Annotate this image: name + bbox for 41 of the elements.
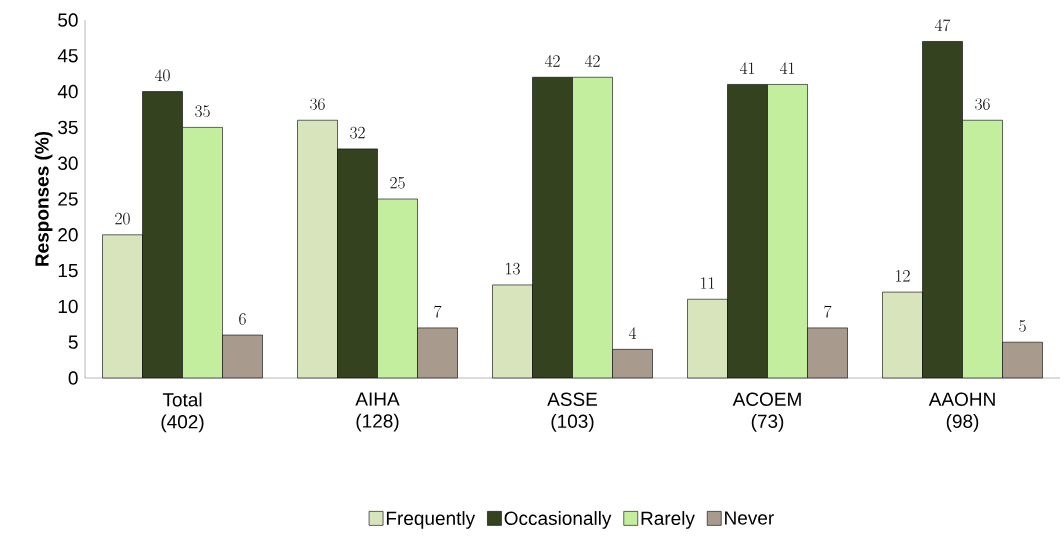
- data-label: 12: [896, 270, 910, 282]
- data-label: 4: [628, 327, 637, 339]
- y-tick-label: 30: [58, 156, 78, 170]
- data-label: 41: [779, 62, 795, 74]
- y-tick-label: 15: [58, 263, 78, 278]
- y-tick-label: 20: [58, 228, 78, 242]
- y-tick-label: 10: [58, 299, 78, 314]
- x-tick-label: ACOEM (73): [732, 392, 801, 432]
- data-label: 35: [195, 105, 210, 118]
- data-label: 25: [390, 176, 405, 189]
- y-tick-label: 45: [57, 49, 78, 63]
- data-label: 13: [506, 262, 520, 275]
- x-tick-label: AIHA (128): [355, 392, 400, 432]
- legend-label: Frequently: [386, 511, 476, 529]
- data-label: 41: [739, 62, 755, 74]
- data-label: 5: [1019, 320, 1026, 332]
- x-tick-label: ASSE (103): [547, 392, 598, 432]
- legend-label: Rarely: [641, 511, 695, 529]
- data-label: 42: [544, 55, 560, 67]
- y-tick-label: 5: [68, 335, 78, 349]
- data-label: 11: [701, 277, 715, 289]
- legend-label: Never: [725, 511, 774, 525]
- y-tick-label: 40: [57, 84, 78, 99]
- data-label: 40: [154, 69, 170, 82]
- y-tick-label: 0: [68, 371, 78, 385]
- data-label: 42: [584, 55, 600, 67]
- x-tick-label: Total (402): [161, 392, 204, 433]
- legend-label: Occasionally: [504, 511, 612, 529]
- data-label: 47: [934, 19, 951, 32]
- data-label: 7: [824, 305, 832, 318]
- y-tick-label: 25: [58, 192, 78, 206]
- x-tick-label: AAOHN (98): [928, 392, 995, 432]
- data-label: 7: [434, 305, 442, 318]
- data-label: 6: [239, 312, 246, 325]
- data-label: 36: [310, 98, 325, 110]
- data-label: 20: [115, 212, 130, 225]
- y-tick-label: 50: [58, 13, 78, 27]
- y-axis-title: Responses (%): [34, 131, 53, 266]
- data-label: 36: [975, 98, 990, 110]
- y-tick-label: 35: [58, 120, 78, 135]
- data-label: 32: [350, 126, 365, 139]
